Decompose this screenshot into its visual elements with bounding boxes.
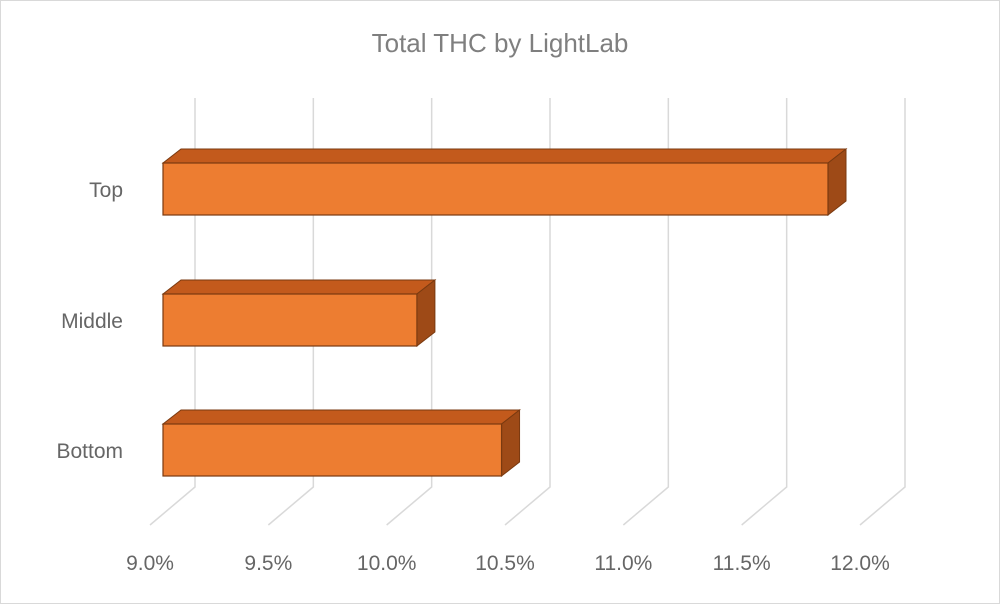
gridline	[386, 98, 433, 526]
bar	[161, 278, 437, 348]
category-label: Middle	[61, 310, 123, 333]
x-axis-ticks: 9.0% 9.5% 10.0% 10.5% 11.0% 11.5% 12.0%	[126, 552, 890, 575]
bar	[161, 147, 848, 217]
x-tick-label: 9.5%	[244, 552, 292, 575]
category-label: Top	[89, 179, 123, 202]
bars	[161, 147, 848, 478]
chart-title: Total THC by LightLab	[371, 28, 629, 58]
gridline	[859, 98, 906, 526]
bar	[161, 408, 522, 478]
gridline	[267, 98, 315, 526]
x-tick-label: 11.0%	[594, 552, 652, 575]
gridlines	[149, 98, 906, 526]
bar-front-face	[162, 423, 503, 477]
y-axis-categories: Bottom Middle Top	[56, 179, 123, 463]
x-tick-label: 11.5%	[713, 552, 771, 575]
gridline	[149, 98, 196, 526]
x-tick-label: 12.0%	[830, 552, 890, 575]
bar-top-face	[161, 409, 522, 425]
gridline	[622, 98, 670, 526]
bar-top-face	[161, 279, 437, 295]
bar-front-face	[162, 293, 418, 347]
x-tick-label: 9.0%	[126, 552, 174, 575]
x-tick-label: 10.5%	[475, 552, 535, 575]
bar-top-face	[161, 148, 848, 164]
x-tick-label: 10.0%	[357, 552, 417, 575]
gridline	[741, 98, 788, 526]
category-label: Bottom	[56, 440, 123, 463]
bar-front-face	[162, 162, 829, 216]
gridline	[504, 98, 551, 526]
